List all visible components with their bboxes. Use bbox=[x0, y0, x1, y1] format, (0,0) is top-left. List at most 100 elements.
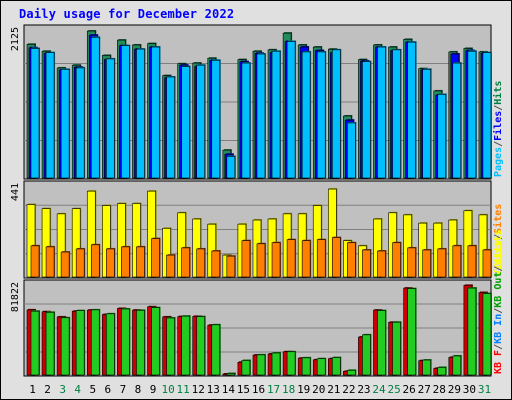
bar-pages-day-20 bbox=[316, 51, 326, 179]
x-tick-label: 1 bbox=[29, 383, 36, 396]
bar-kb-out-day-24 bbox=[377, 310, 386, 376]
bar-pages-day-10 bbox=[166, 76, 175, 179]
bar-kb-out-day-9 bbox=[151, 307, 160, 376]
chart-title: Daily usage for December 2022 bbox=[19, 7, 235, 21]
legend-item: / bbox=[493, 105, 504, 111]
bar-sites-day-25 bbox=[392, 242, 401, 278]
bar-sites-day-30 bbox=[467, 245, 477, 278]
bar-sites-day-18 bbox=[286, 239, 296, 278]
bar-pages-day-2 bbox=[45, 52, 55, 179]
bar-pages-day-11 bbox=[181, 66, 190, 179]
bar-kb-out-day-31 bbox=[482, 293, 492, 376]
bar-kb-out-day-19 bbox=[301, 357, 311, 376]
bar-pages-day-16 bbox=[256, 53, 266, 179]
legend-item: Pages bbox=[493, 147, 504, 177]
x-tick-label: 30 bbox=[463, 383, 476, 396]
bar-sites-day-11 bbox=[181, 247, 190, 278]
bar-kb-out-day-20 bbox=[316, 358, 326, 376]
bar-pages-day-17 bbox=[271, 50, 281, 179]
x-tick-label: 17 bbox=[267, 383, 280, 396]
bar-pages-day-18 bbox=[286, 41, 296, 179]
x-tick-label: 5 bbox=[89, 383, 96, 396]
x-tick-label: 21 bbox=[327, 383, 340, 396]
bar-pages-day-1 bbox=[30, 48, 40, 179]
legend-label: KB F/KB In/KB Out/Visits bbox=[492, 229, 504, 374]
bar-pages-day-19 bbox=[301, 51, 311, 179]
x-tick-label: 23 bbox=[357, 383, 370, 396]
bar-sites-day-12 bbox=[196, 248, 206, 278]
x-tick-label: 12 bbox=[192, 383, 205, 396]
bar-pages-day-9 bbox=[151, 46, 160, 179]
legend-item: KB In bbox=[493, 314, 504, 344]
bar-kb-out-day-7 bbox=[121, 308, 130, 376]
x-tick-label: 31 bbox=[478, 383, 491, 396]
bar-pages-day-25 bbox=[392, 49, 401, 179]
bar-kb-out-day-22 bbox=[347, 369, 356, 376]
bar-kb-out-day-4 bbox=[75, 310, 85, 376]
bar-pages-day-21 bbox=[331, 49, 341, 179]
legend-item: KB F bbox=[493, 350, 504, 374]
bar-sites-day-23 bbox=[362, 249, 371, 278]
bar-pages-day-5 bbox=[90, 37, 100, 179]
bar-kb-out-day-12 bbox=[196, 316, 206, 376]
legend-item: / bbox=[493, 308, 504, 314]
x-tick-label: 2 bbox=[44, 383, 51, 396]
x-tick-label: 10 bbox=[161, 383, 174, 396]
x-tick-label: 20 bbox=[312, 383, 325, 396]
bar-pages-day-26 bbox=[407, 41, 416, 179]
bar-pages-day-13 bbox=[211, 59, 221, 179]
bar-pages-day-24 bbox=[377, 46, 386, 179]
bar-sites-day-7 bbox=[121, 246, 130, 278]
x-tick-label: 13 bbox=[207, 383, 220, 396]
bar-pages-day-28 bbox=[437, 94, 447, 179]
x-tick-label: 3 bbox=[59, 383, 66, 396]
bar-pages-day-15 bbox=[241, 62, 251, 179]
bar-kb-out-day-16 bbox=[256, 354, 266, 376]
bar-sites-day-29 bbox=[452, 245, 462, 278]
bar-kb-out-day-28 bbox=[437, 367, 447, 376]
legend-item: Sites bbox=[492, 204, 504, 234]
x-tick-label: 25 bbox=[387, 383, 400, 396]
bar-kb-out-day-3 bbox=[60, 317, 70, 376]
x-tick-label: 26 bbox=[403, 383, 416, 396]
bar-kb-out-day-10 bbox=[166, 317, 175, 376]
bar-sites-day-15 bbox=[241, 240, 251, 278]
bar-pages-day-23 bbox=[362, 61, 371, 179]
x-tick-label: 14 bbox=[222, 383, 236, 396]
legend-item: Visits bbox=[492, 240, 504, 276]
x-tick-label: 22 bbox=[342, 383, 355, 396]
bar-kb-out-day-21 bbox=[331, 357, 341, 376]
bar-pages-day-27 bbox=[422, 69, 431, 179]
bar-sites-day-9 bbox=[151, 238, 160, 278]
bar-pages-day-7 bbox=[121, 45, 130, 179]
x-tick-label: 29 bbox=[448, 383, 461, 396]
bar-kb-out-day-17 bbox=[271, 352, 281, 376]
legend-item: / bbox=[493, 266, 504, 272]
bar-kb-out-day-23 bbox=[362, 334, 371, 376]
bar-kb-out-day-26 bbox=[407, 288, 416, 376]
bar-kb-out-day-27 bbox=[422, 359, 431, 376]
bar-pages-day-14 bbox=[226, 156, 236, 179]
bar-pages-day-3 bbox=[60, 69, 70, 179]
x-tick-label: 9 bbox=[150, 383, 157, 396]
bar-kb-out-day-15 bbox=[241, 360, 251, 376]
bar-kb-out-day-30 bbox=[467, 287, 477, 376]
x-tick-label: 27 bbox=[418, 383, 431, 396]
bar-sites-day-14 bbox=[226, 255, 236, 278]
x-tick-label: 19 bbox=[297, 383, 310, 396]
ymax-label: 441 bbox=[10, 183, 21, 201]
legend-label: Visits/ Sites bbox=[492, 204, 504, 276]
legend-item: / bbox=[493, 344, 504, 350]
bar-sites-day-24 bbox=[377, 250, 386, 278]
panel-visits-sites: 441 Visits/ Sites bbox=[10, 180, 504, 279]
bar-sites-day-6 bbox=[106, 248, 115, 278]
bar-sites-day-1 bbox=[30, 245, 40, 278]
bar-kb-out-day-6 bbox=[106, 313, 115, 376]
legend-item: Visits bbox=[492, 229, 504, 265]
bar-kb-out-day-18 bbox=[286, 351, 296, 376]
legend-item: Files bbox=[492, 111, 504, 141]
